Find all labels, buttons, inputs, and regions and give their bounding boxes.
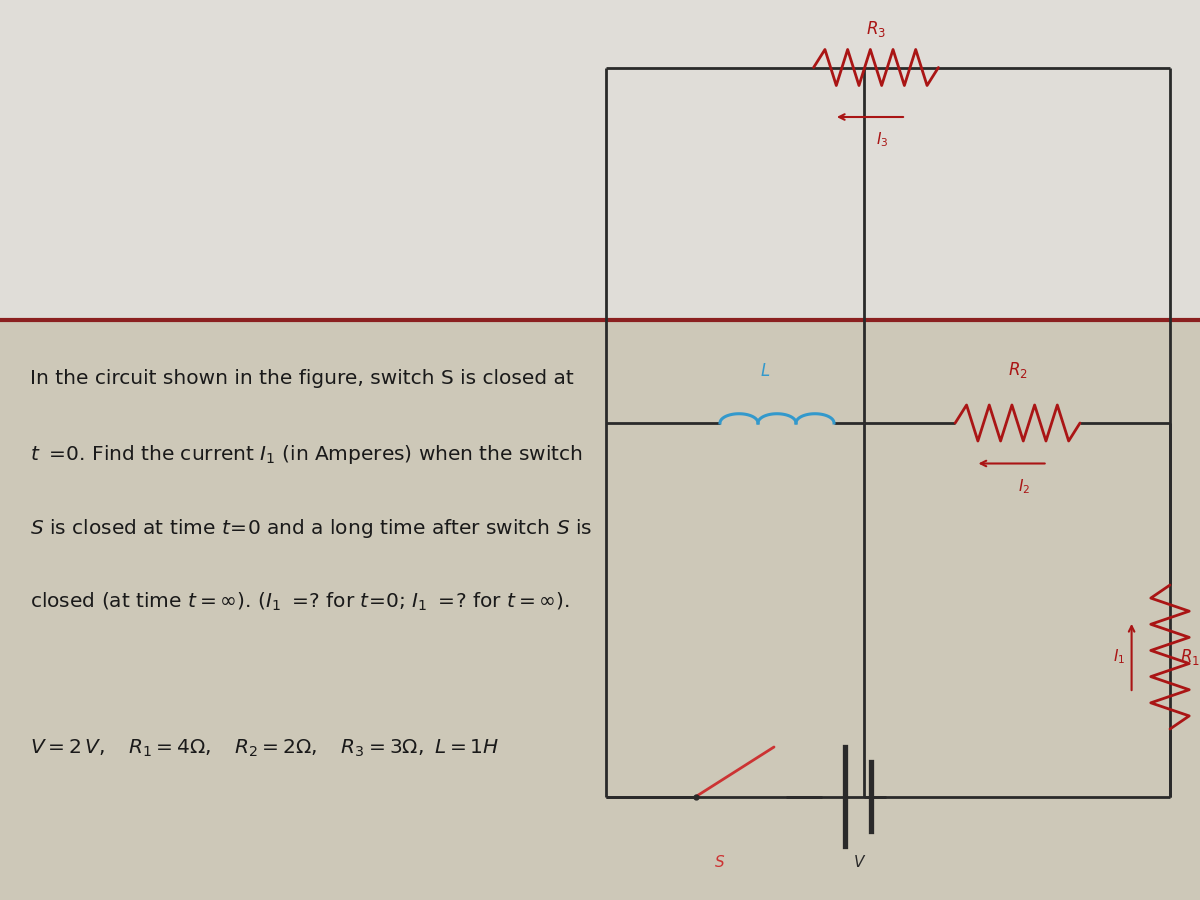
Text: $I_2$: $I_2$ bbox=[1018, 477, 1030, 496]
Text: closed (at time $t = \infty$). ($I_1\ =\!?$ for $t\!=\!0$; $I_1\ =\!?$ for $t = : closed (at time $t = \infty$). ($I_1\ =\… bbox=[30, 590, 570, 613]
Text: $L$: $L$ bbox=[760, 362, 770, 380]
Text: $R_3$: $R_3$ bbox=[866, 19, 886, 39]
Text: $V = 2\,V,\quad R_1 = 4\Omega,\quad R_2 = 2\Omega,\quad R_3 = 3\Omega,\ L = 1H$: $V = 2\,V,\quad R_1 = 4\Omega,\quad R_2 … bbox=[30, 738, 499, 760]
Text: S: S bbox=[715, 855, 725, 870]
Text: $I_3$: $I_3$ bbox=[876, 130, 888, 149]
Text: $t\ =\!0$. Find the current $I_1$ (in Amperes) when the switch: $t\ =\!0$. Find the current $I_1$ (in Am… bbox=[30, 443, 583, 466]
Text: V: V bbox=[854, 855, 864, 870]
Bar bbox=[0, 0, 1200, 320]
Text: In the circuit shown in the figure, switch S is closed at: In the circuit shown in the figure, swit… bbox=[30, 369, 574, 388]
Text: $S$ is closed at time $t\!=\!0$ and a long time after switch $S$ is: $S$ is closed at time $t\!=\!0$ and a lo… bbox=[30, 517, 593, 540]
Text: $R_1$: $R_1$ bbox=[1180, 647, 1200, 667]
Text: $R_2$: $R_2$ bbox=[1008, 360, 1027, 380]
Text: $I_1$: $I_1$ bbox=[1114, 648, 1126, 666]
